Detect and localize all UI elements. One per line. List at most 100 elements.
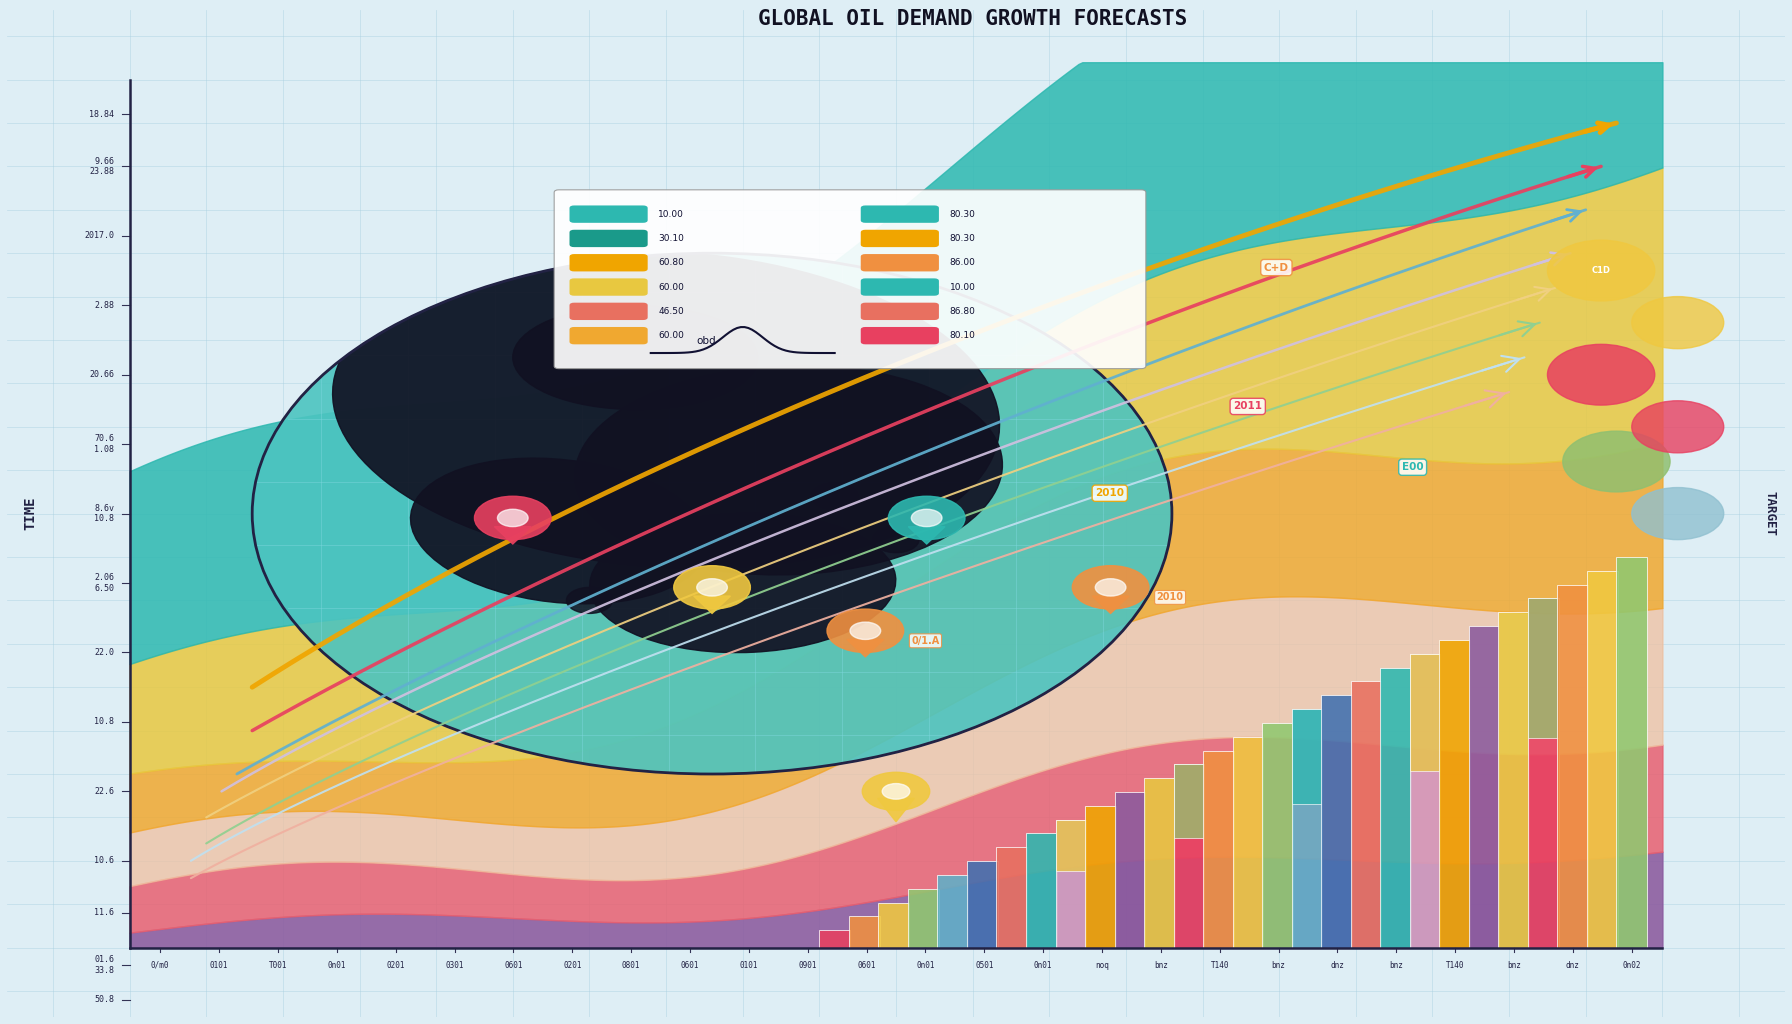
Circle shape (1548, 344, 1654, 406)
Polygon shape (1091, 596, 1129, 613)
Text: 2010: 2010 (1095, 488, 1124, 499)
Bar (1410, 653, 1441, 771)
Text: 80.10: 80.10 (950, 331, 975, 340)
Text: 60.00: 60.00 (658, 283, 685, 292)
FancyBboxPatch shape (860, 206, 939, 223)
Bar (1262, 723, 1292, 947)
Text: 2.06
6.50: 2.06 6.50 (95, 573, 115, 593)
Bar (1292, 709, 1322, 805)
FancyBboxPatch shape (860, 303, 939, 321)
Bar (1055, 819, 1086, 947)
Polygon shape (495, 526, 530, 544)
FancyBboxPatch shape (860, 327, 939, 344)
Circle shape (498, 509, 529, 526)
Text: 0601: 0601 (681, 961, 699, 970)
Text: bnz: bnz (1154, 961, 1168, 970)
Bar (878, 902, 909, 947)
Text: 0601: 0601 (857, 961, 876, 970)
Text: dnz: dnz (1330, 961, 1344, 970)
Text: TARGET: TARGET (1763, 492, 1776, 537)
Text: 11.6: 11.6 (95, 908, 115, 918)
FancyBboxPatch shape (860, 254, 939, 271)
Text: 0501: 0501 (975, 961, 993, 970)
Bar (1351, 681, 1382, 947)
Text: 0/m0: 0/m0 (151, 961, 170, 970)
Text: 0n01: 0n01 (916, 961, 935, 970)
Bar (1616, 557, 1647, 947)
Circle shape (1633, 487, 1724, 540)
Text: 60.00: 60.00 (658, 331, 685, 340)
Bar (1143, 778, 1176, 947)
Text: 80.30: 80.30 (950, 233, 975, 243)
Text: bnz: bnz (1389, 961, 1403, 970)
Circle shape (849, 623, 880, 639)
Bar (1439, 640, 1469, 947)
Bar (1557, 585, 1588, 947)
Text: 0301: 0301 (444, 961, 464, 970)
Text: dnz: dnz (1566, 961, 1581, 970)
Text: 9.66
23.88: 9.66 23.88 (90, 157, 115, 176)
Circle shape (1072, 565, 1149, 609)
Circle shape (1633, 297, 1724, 349)
FancyBboxPatch shape (570, 206, 647, 223)
Circle shape (828, 609, 903, 652)
Text: 0101: 0101 (740, 961, 758, 970)
Text: 2.88: 2.88 (95, 301, 115, 310)
Text: 10.8: 10.8 (95, 718, 115, 726)
Text: 70.6
1.08: 70.6 1.08 (95, 434, 115, 454)
Ellipse shape (590, 513, 896, 652)
Text: 0/1.A: 0/1.A (912, 636, 939, 646)
Bar (996, 847, 1027, 947)
Text: 10.6: 10.6 (95, 856, 115, 865)
FancyBboxPatch shape (554, 189, 1145, 369)
Polygon shape (878, 799, 914, 821)
Text: 30.10: 30.10 (658, 233, 685, 243)
Circle shape (882, 783, 910, 799)
FancyBboxPatch shape (570, 229, 647, 247)
Text: C1D: C1D (1591, 266, 1611, 275)
Text: 2017.0: 2017.0 (84, 231, 115, 241)
Text: 46.50: 46.50 (658, 307, 685, 315)
Bar (1233, 736, 1263, 947)
Bar (1498, 612, 1529, 947)
Circle shape (812, 483, 858, 509)
Bar (819, 930, 849, 947)
FancyBboxPatch shape (570, 327, 647, 344)
Text: obd: obd (697, 336, 717, 346)
Bar (1202, 751, 1235, 947)
Bar (1469, 626, 1500, 947)
Circle shape (889, 497, 964, 540)
FancyBboxPatch shape (570, 254, 647, 271)
Text: 10.00: 10.00 (658, 210, 685, 219)
Text: T140: T140 (1446, 961, 1464, 970)
Ellipse shape (333, 251, 1000, 568)
Bar (968, 861, 998, 947)
Bar (1174, 764, 1204, 947)
Text: 0n02: 0n02 (1622, 961, 1641, 970)
Circle shape (475, 497, 552, 540)
Text: 86.80: 86.80 (950, 307, 975, 315)
Ellipse shape (410, 458, 708, 604)
Circle shape (873, 526, 919, 553)
Text: GLOBAL OIL DEMAND GROWTH FORECASTS: GLOBAL OIL DEMAND GROWTH FORECASTS (758, 9, 1188, 29)
Polygon shape (253, 253, 1172, 774)
Ellipse shape (513, 305, 758, 410)
Text: 0n01: 0n01 (328, 961, 346, 970)
Bar (1380, 668, 1410, 947)
FancyBboxPatch shape (570, 303, 647, 321)
Bar (1529, 598, 1559, 947)
Bar (1055, 819, 1086, 870)
Polygon shape (909, 526, 944, 544)
Polygon shape (848, 639, 883, 656)
Text: 80.30: 80.30 (950, 210, 975, 219)
Bar (1174, 764, 1204, 838)
Bar (849, 916, 880, 947)
Ellipse shape (575, 366, 1002, 574)
Text: 0201: 0201 (387, 961, 405, 970)
Text: 0101: 0101 (210, 961, 228, 970)
Text: 20.66: 20.66 (90, 371, 115, 379)
Circle shape (1548, 241, 1654, 301)
Text: T001: T001 (269, 961, 287, 970)
Text: 10.00: 10.00 (950, 283, 975, 292)
Text: noq: noq (1095, 961, 1109, 970)
